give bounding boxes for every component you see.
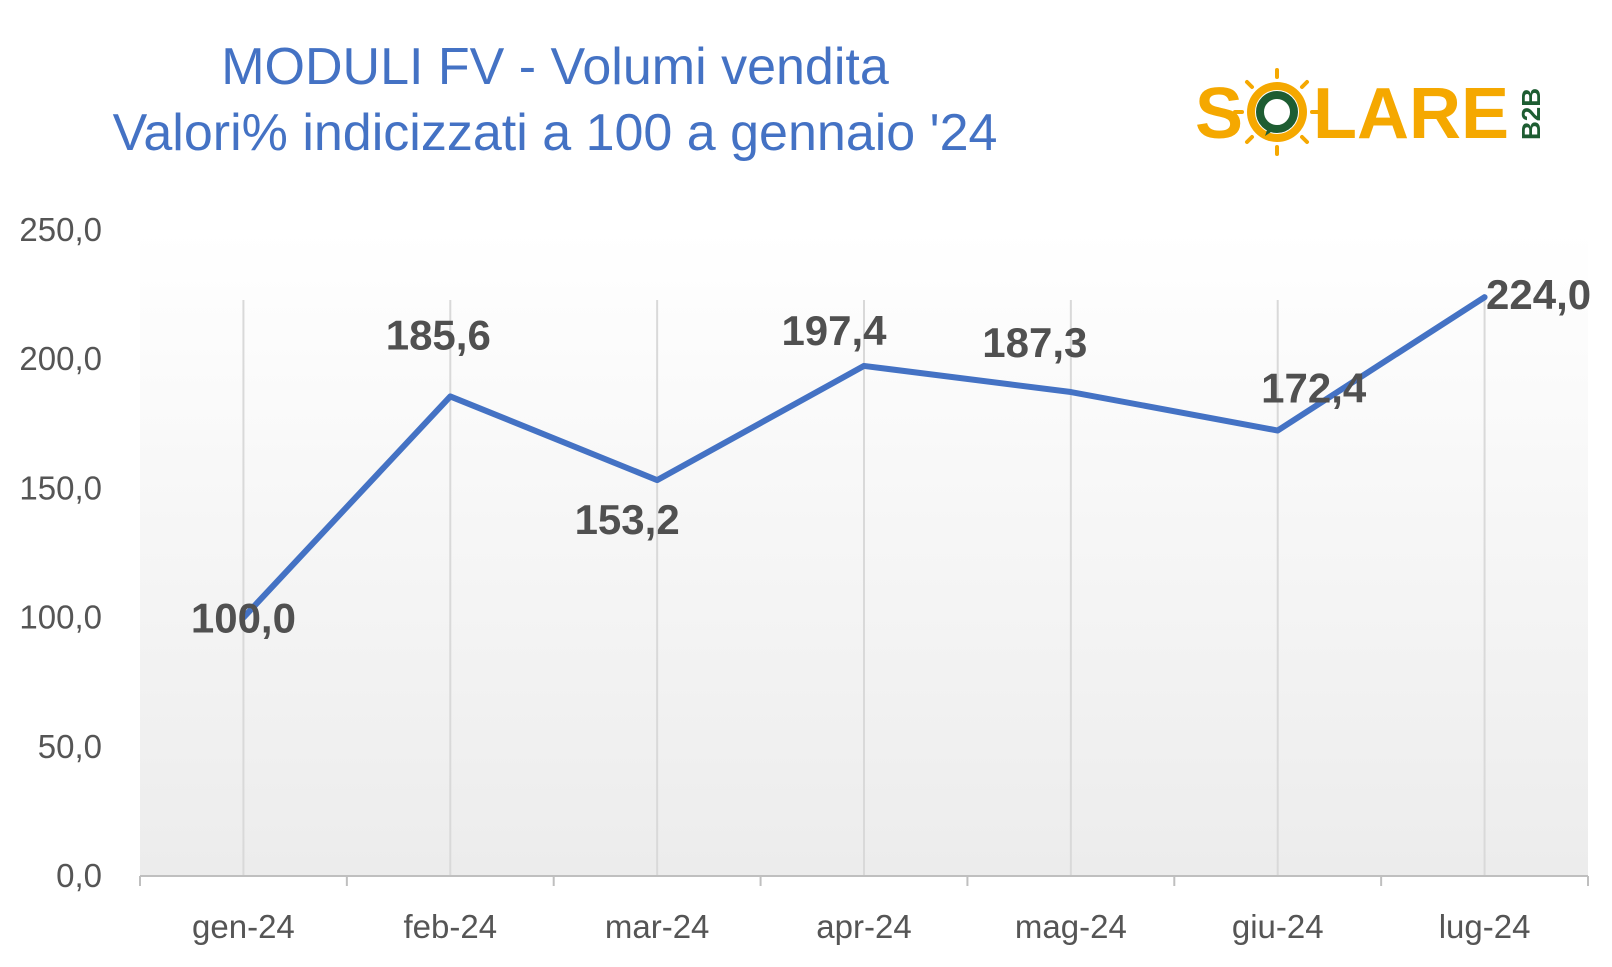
series-line <box>240 294 1488 621</box>
y-tick-label: 250,0 <box>19 211 102 248</box>
title-line-1: MODULI FV - Volumi vendita <box>221 38 889 96</box>
data-label: 100,0 <box>191 595 296 642</box>
data-label: 185,6 <box>386 311 491 358</box>
data-point <box>655 478 660 483</box>
category-label: mag-24 <box>1015 908 1127 945</box>
chart-title: MODULI FV - Volumi vendita Valori% indic… <box>0 34 1110 166</box>
data-label: 187,3 <box>982 319 1087 366</box>
data-labels: 100,0 185,6 153,2 197,4 187,3 172,4 224,0 <box>191 271 1591 641</box>
data-point <box>1275 428 1280 433</box>
vertical-gridlines <box>242 300 1486 876</box>
category-label: mar-24 <box>605 908 710 945</box>
data-label: 172,4 <box>1261 365 1367 412</box>
solare-b2b-logo: S LARE B2B <box>1195 68 1546 156</box>
data-label: 153,2 <box>575 496 680 543</box>
y-tick-label: 100,0 <box>19 599 102 636</box>
category-label: gen-24 <box>192 908 295 945</box>
data-label: 197,4 <box>781 307 887 354</box>
y-tick-label: 50,0 <box>38 728 102 765</box>
data-point <box>241 615 246 620</box>
data-point <box>448 394 453 399</box>
x-axis-categories: gen-24 feb-24 mar-24 apr-24 mag-24 giu-24 lug-… <box>192 908 1530 945</box>
logo-b2b: B2B <box>1516 88 1546 140</box>
category-label: apr-24 <box>816 908 911 945</box>
y-tick-label: 200,0 <box>19 340 102 377</box>
category-label: giu-24 <box>1232 908 1324 945</box>
sun-icon <box>1233 68 1321 156</box>
category-label: lug-24 <box>1439 908 1531 945</box>
x-axis <box>139 875 1589 886</box>
y-tick-label: 0,0 <box>56 857 102 894</box>
logo-word-lare: LARE <box>1313 74 1509 154</box>
y-tick-label: 150,0 <box>19 469 102 506</box>
y-axis-ticks: 0,0 50,0 100,0 150,0 200,0 250,0 <box>19 211 102 894</box>
data-point <box>862 363 866 368</box>
data-point <box>1068 390 1073 395</box>
data-label: 224,0 <box>1486 271 1591 318</box>
title-line-2: Valori% indicizzati a 100 a gennaio '24 <box>112 104 998 162</box>
category-label: feb-24 <box>403 908 497 945</box>
data-point <box>1482 295 1487 300</box>
